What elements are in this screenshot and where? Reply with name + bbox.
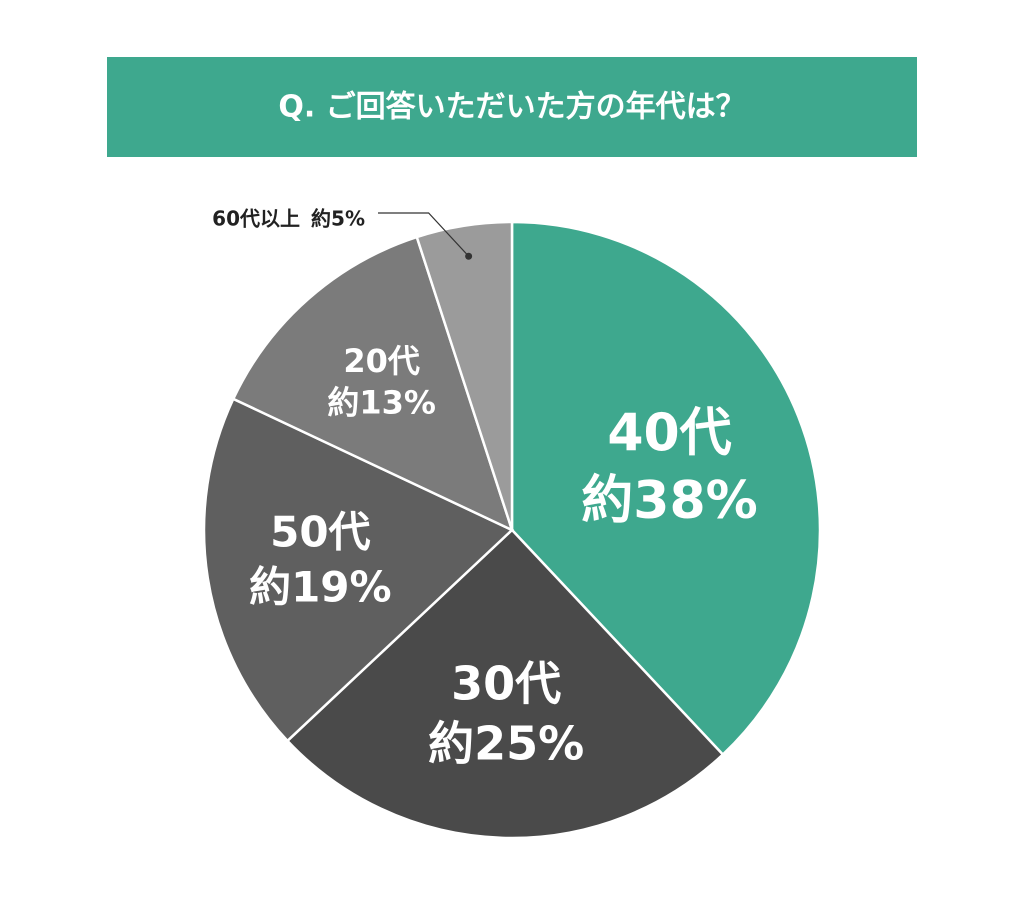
pie-slice [415, 220, 514, 531]
slice-value-label: 約5% [311, 207, 365, 231]
slice-value-label: 約38% [581, 471, 757, 531]
pie-slice [285, 528, 725, 840]
leader-line [378, 212, 470, 257]
slice-category: 60代以上 [212, 207, 300, 231]
slice-category: 30代 [451, 657, 561, 711]
slice-value-label: 約25% [428, 716, 584, 770]
slice-value-label: 約19% [249, 562, 392, 611]
slice-category: 20代 [343, 342, 420, 380]
slice-category: 40代 [607, 403, 731, 463]
slice-value-label: 約13% [327, 384, 436, 422]
slice-category: 50代 [270, 508, 370, 557]
pie-slice [510, 220, 822, 757]
title-banner [107, 57, 917, 157]
chart-title: Q. ご回答いただいた方の年代は？ [278, 90, 745, 125]
pie-slice [231, 235, 515, 533]
pie-slice [202, 397, 515, 743]
